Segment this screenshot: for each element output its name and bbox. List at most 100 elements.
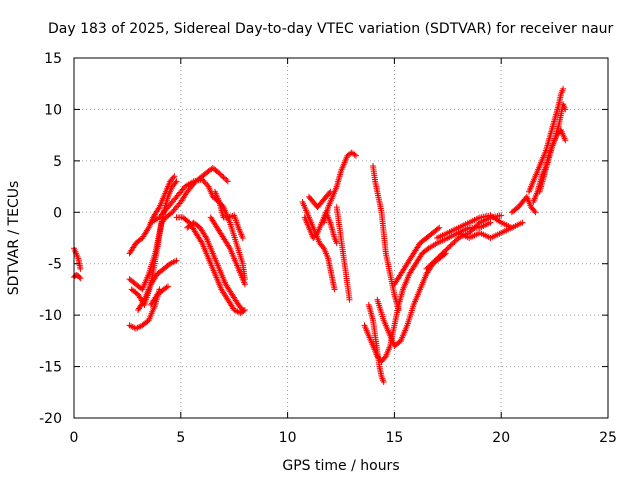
data-point: [239, 307, 246, 313]
series-trace-u: [365, 301, 387, 385]
y-tick-label: 15: [44, 51, 62, 67]
data-point: [155, 205, 162, 212]
data-point: [471, 224, 478, 231]
series-trace-t: [370, 163, 402, 313]
data-point: [447, 242, 454, 249]
data-point: [217, 171, 224, 178]
data-point: [170, 174, 177, 181]
series-trace-c: [126, 173, 178, 257]
data-point: [395, 307, 402, 313]
data-point: [448, 241, 455, 248]
data-point: [173, 257, 180, 264]
series-trace-w: [391, 224, 443, 288]
data-point: [474, 222, 481, 229]
data-point: [436, 224, 443, 231]
series-trace-b: [71, 272, 84, 282]
data-point: [498, 212, 505, 219]
data-point: [202, 233, 209, 240]
x-tick-label: 0: [70, 430, 79, 446]
data-point: [442, 247, 449, 254]
chart-title: Day 183 of 2025, Sidereal Day-to-day VTE…: [48, 21, 614, 37]
data-point: [204, 182, 211, 189]
data-point: [450, 240, 457, 247]
data-point: [562, 106, 569, 113]
data-point: [77, 275, 84, 282]
data-point: [224, 178, 231, 185]
data-point: [163, 284, 170, 291]
data-point: [439, 250, 446, 257]
x-tick-label: 15: [385, 430, 403, 446]
data-point: [200, 177, 207, 184]
data-point: [434, 255, 441, 262]
data-point: [436, 253, 443, 259]
series-trace-g: [135, 257, 180, 313]
data-point: [172, 179, 179, 186]
data-point: [472, 223, 479, 230]
y-tick-label: -15: [39, 360, 62, 376]
data-point: [241, 281, 248, 288]
data-point: [487, 219, 494, 226]
x-tick-label: 10: [279, 430, 297, 446]
data-point: [446, 244, 453, 250]
x-axis-label: GPS time / hours: [282, 458, 399, 474]
series-trace-ab: [525, 85, 567, 195]
data-point: [220, 174, 227, 181]
series-trace-q: [320, 149, 359, 226]
data-point: [428, 260, 435, 267]
data-point: [427, 262, 434, 268]
data-point: [430, 259, 437, 266]
data-point: [201, 179, 208, 186]
plot-frame: [73, 57, 609, 419]
data-point: [470, 226, 477, 232]
data-point: [438, 251, 445, 258]
data-point: [562, 137, 569, 144]
data-point: [467, 228, 474, 235]
data-point: [451, 238, 458, 245]
data-point: [76, 274, 83, 281]
data-point: [171, 173, 178, 180]
data-point: [203, 180, 210, 187]
data-point: [144, 226, 151, 233]
data-point: [333, 240, 340, 247]
y-tick-label: -5: [48, 257, 62, 273]
y-tick-label: -20: [39, 411, 62, 427]
data-point: [452, 237, 459, 244]
series-trace-a: [71, 245, 84, 272]
y-tick-label: 5: [53, 154, 62, 170]
series-trace-v: [374, 250, 449, 349]
series-trace-l: [207, 214, 248, 288]
data-point: [219, 172, 226, 179]
data-point: [313, 231, 320, 238]
data-point: [140, 298, 147, 305]
series-trace-n: [299, 199, 338, 293]
data-point: [216, 170, 223, 177]
series-trace-m: [211, 188, 246, 241]
data-point: [331, 286, 338, 293]
data-point: [435, 254, 442, 261]
data-point: [239, 235, 246, 241]
data-point: [444, 245, 451, 252]
data-point: [532, 209, 539, 216]
data-point: [226, 243, 233, 250]
data-point: [351, 151, 358, 158]
x-tick-label: 20: [492, 430, 510, 446]
data-point: [531, 208, 538, 214]
data-point: [560, 85, 567, 92]
y-tick-label: 0: [53, 205, 62, 221]
data-point: [432, 256, 439, 263]
data-point: [238, 305, 245, 312]
data-points: [71, 85, 569, 385]
data-point: [352, 152, 359, 159]
data-point: [346, 296, 353, 303]
series-trace-e: [128, 165, 231, 308]
data-point: [468, 227, 475, 234]
series-trace-h: [147, 283, 171, 308]
y-tick-label: 10: [44, 102, 62, 118]
series-trace-p: [305, 188, 334, 211]
data-point: [164, 283, 171, 290]
y-tick-label: -10: [39, 308, 62, 324]
series-trace-r: [333, 204, 353, 303]
data-point: [424, 264, 431, 271]
data-point: [198, 238, 205, 245]
